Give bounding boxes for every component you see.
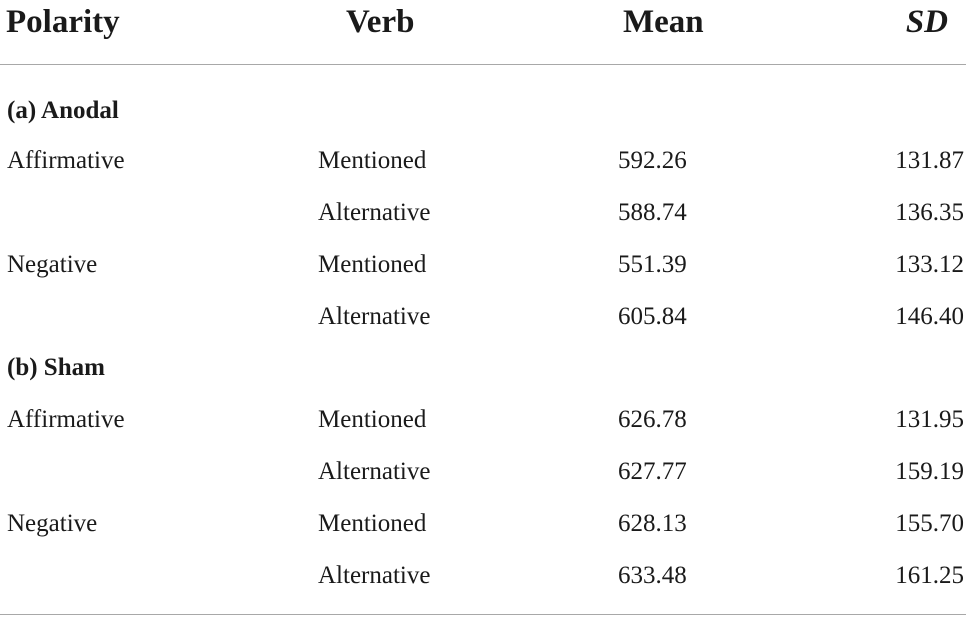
table-cell-mean: 627.77 [618,458,687,485]
table-cell-mean: 605.84 [618,303,687,330]
header-sd: SD [905,4,948,40]
section-label-sham: (b) Sham [7,354,105,381]
table-cell-verb: Alternative [318,458,431,485]
table-cell-sd: 131.95 [895,406,964,433]
table-cell-sd: 161.25 [895,562,964,589]
header-rule [0,64,966,65]
table-cell-sd: 133.12 [895,251,964,278]
table-cell-sd: 131.87 [895,147,964,174]
table-cell-mean: 588.74 [618,199,687,226]
footer-rule [0,614,966,615]
table-cell-sd: 155.70 [895,510,964,537]
table-cell-mean: 592.26 [618,147,687,174]
table-cell-polarity: Negative [7,510,98,537]
table-cell-mean: 633.48 [618,562,687,589]
section-label-anodal: (a) Anodal [7,97,119,124]
table-cell-polarity: Affirmative [7,147,125,174]
table-cell-sd: 159.19 [895,458,964,485]
table-cell-sd: 136.35 [895,199,964,226]
table-cell-verb: Alternative [318,562,431,589]
table-cell-polarity: Negative [7,251,98,278]
table-cell-verb: Alternative [318,199,431,226]
table-cell-verb: Mentioned [318,147,427,174]
table-cell-polarity: Affirmative [7,406,125,433]
table-cell-mean: 628.13 [618,510,687,537]
table-cell-verb: Mentioned [318,251,427,278]
header-verb: Verb [346,4,415,40]
table-cell-verb: Mentioned [318,510,427,537]
table-cell-mean: 626.78 [618,406,687,433]
header-polarity: Polarity [6,4,120,40]
table-cell-verb: Mentioned [318,406,427,433]
header-mean: Mean [623,4,704,40]
table-cell-sd: 146.40 [895,303,964,330]
table-cell-mean: 551.39 [618,251,687,278]
table-cell-verb: Alternative [318,303,431,330]
